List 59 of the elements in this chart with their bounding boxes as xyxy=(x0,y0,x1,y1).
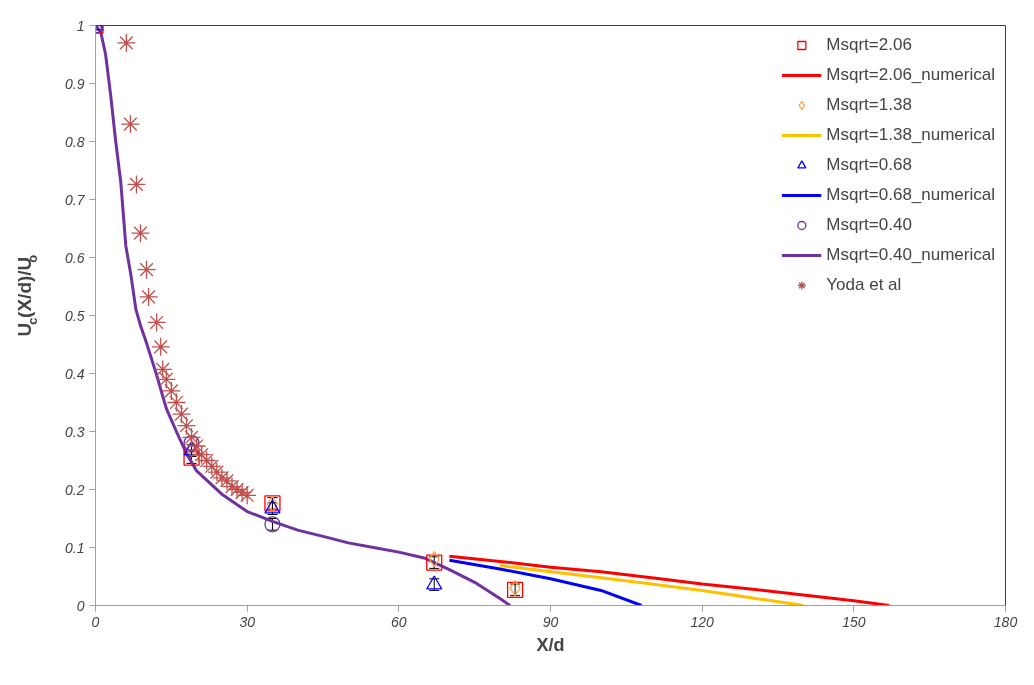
legend-label: Msqrt=2.06 xyxy=(826,35,912,55)
line-series xyxy=(447,554,891,606)
legend-label: Msqrt=0.68 xyxy=(826,155,912,175)
point xyxy=(192,445,212,465)
point xyxy=(138,287,159,307)
y-tick-label: 0.1 xyxy=(65,539,85,556)
x-tick-label: 180 xyxy=(993,613,1018,630)
point xyxy=(222,476,242,497)
x-tick-label: 120 xyxy=(690,613,715,630)
point xyxy=(232,482,252,503)
x-tick-label: 30 xyxy=(239,613,256,630)
y-axis-title: Uc(X/d)/Uo xyxy=(13,254,40,337)
y-tick-label: 0 xyxy=(76,597,85,614)
legend-label: Msqrt=0.68_numerical xyxy=(826,185,995,205)
point xyxy=(161,381,181,401)
point xyxy=(116,33,136,53)
point xyxy=(166,392,187,413)
legend-label: Msqrt=1.38_numerical xyxy=(826,125,995,145)
x-tick-label: 0 xyxy=(91,613,100,630)
point xyxy=(130,223,151,243)
point xyxy=(171,404,192,424)
point xyxy=(156,369,176,389)
x-axis-title: X/d xyxy=(536,634,565,655)
legend-label: Msqrt=1.38 xyxy=(826,95,912,115)
point xyxy=(136,260,157,280)
y-tick-label: 1 xyxy=(76,17,85,34)
y-tick-label: 0.3 xyxy=(65,423,85,440)
point xyxy=(197,450,217,471)
legend-label: Msqrt=0.40 xyxy=(826,215,912,235)
y-tick-label: 0.2 xyxy=(65,481,85,498)
x-tick-label: 90 xyxy=(542,613,559,630)
y-tick-label: 0.7 xyxy=(65,191,86,208)
point xyxy=(126,174,147,195)
point xyxy=(202,456,222,476)
point xyxy=(237,485,257,505)
point xyxy=(147,312,167,333)
point xyxy=(217,471,237,491)
point xyxy=(120,114,141,134)
x-tick-label: 150 xyxy=(842,613,866,630)
point xyxy=(186,436,207,456)
point xyxy=(207,462,227,482)
legend-label: Msqrt=2.06_numerical xyxy=(826,65,995,85)
line-series xyxy=(447,558,643,606)
legend-label: Msqrt=0.40_numerical xyxy=(826,245,995,265)
point xyxy=(176,416,197,436)
point xyxy=(151,337,171,357)
x-tick-label: 60 xyxy=(391,613,407,630)
point xyxy=(212,468,232,488)
line-series xyxy=(498,563,805,606)
point xyxy=(227,479,247,500)
legend-label: Yoda et al xyxy=(826,275,902,295)
point xyxy=(153,359,173,380)
y-tick-label: 0.5 xyxy=(65,307,85,324)
point xyxy=(181,427,202,447)
y-tick-label: 0.9 xyxy=(65,75,85,92)
y-tick-label: 0.6 xyxy=(65,249,85,266)
y-tick-label: 0.4 xyxy=(65,365,85,382)
y-tick-label: 0.8 xyxy=(65,133,85,150)
point xyxy=(183,434,200,452)
